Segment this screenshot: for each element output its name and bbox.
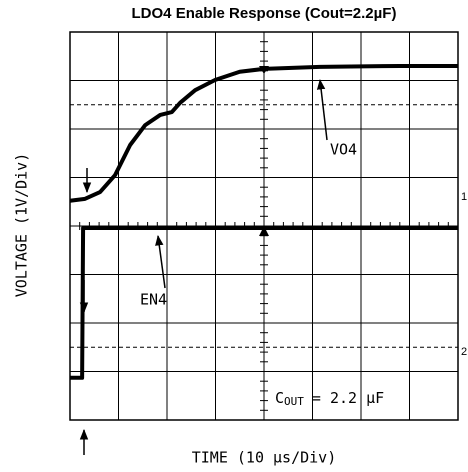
channel-marker: 2	[461, 346, 467, 358]
chart-title: LDO4 Enable Response (Cout=2.2µF)	[132, 5, 397, 22]
annotation: COUT = 2.2 µF	[275, 389, 384, 409]
series-label: VO4	[330, 141, 357, 159]
trigger-marker	[259, 66, 269, 74]
trace	[69, 63, 458, 203]
annotation-arrow	[316, 78, 328, 141]
y-axis-label: VOLTAGE (1V/Div)	[13, 153, 31, 298]
annotation-arrow	[155, 234, 166, 289]
trigger-marker	[259, 225, 269, 236]
x-axis-label: TIME (10 µs/Div)	[192, 449, 337, 467]
series-label: EN4	[140, 291, 167, 309]
channel-marker: 1	[461, 191, 467, 203]
trace	[70, 225, 458, 380]
